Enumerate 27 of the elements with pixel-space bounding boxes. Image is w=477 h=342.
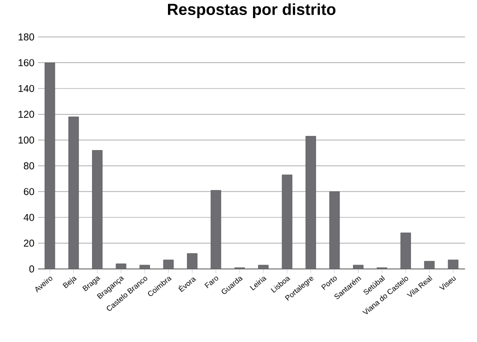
bar <box>400 232 411 269</box>
bar <box>258 264 269 269</box>
y-tick-label: 160 <box>18 59 34 66</box>
y-tick-label: 100 <box>18 136 34 144</box>
bar <box>163 260 174 269</box>
bar <box>186 253 198 269</box>
bar <box>424 261 435 269</box>
bar <box>140 264 150 269</box>
y-tick-label: 40 <box>24 214 34 221</box>
bar <box>282 174 292 269</box>
bar <box>116 264 126 269</box>
bar <box>329 191 340 269</box>
y-tick-label: 20 <box>24 240 34 247</box>
bar <box>92 150 103 269</box>
y-tick-label: 180 <box>18 33 34 40</box>
y-tick-label: 120 <box>18 110 34 118</box>
y-tick-label: 140 <box>18 85 34 92</box>
bar <box>44 62 56 269</box>
y-tick-label: 80 <box>24 162 34 170</box>
y-tick-label: 0 <box>29 265 34 272</box>
chart-title: Respostas por distrito <box>168 3 336 18</box>
bar <box>448 260 458 269</box>
bar <box>353 264 364 269</box>
bar <box>68 116 79 269</box>
bar <box>306 136 316 269</box>
bar <box>210 190 222 269</box>
y-tick-label: 60 <box>24 188 34 196</box>
